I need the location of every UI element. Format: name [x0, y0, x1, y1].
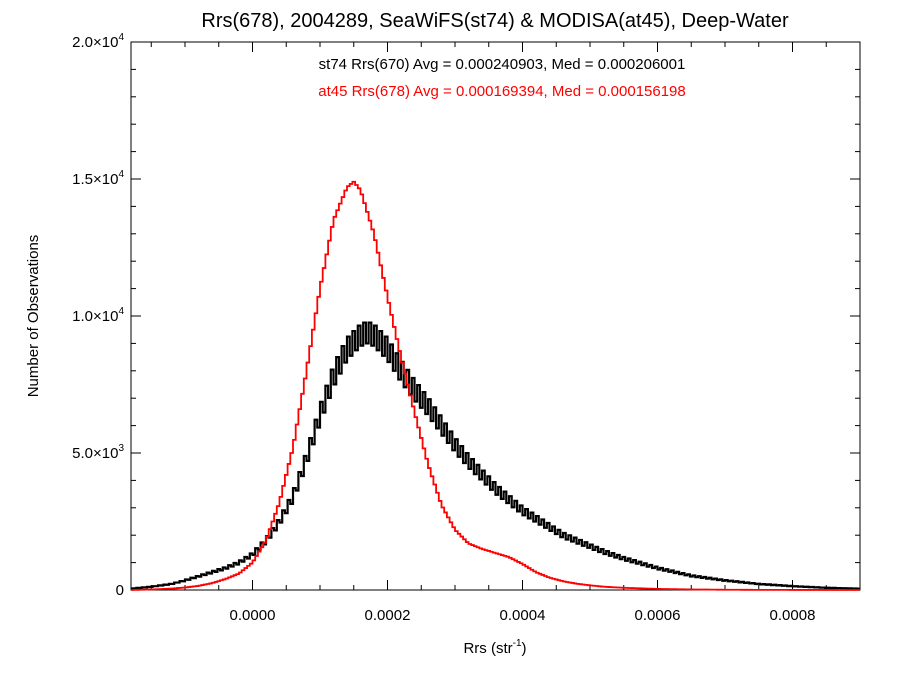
x-tick-label-2: 0.0004	[500, 607, 546, 624]
annotation-at45: at45 Rrs(678) Avg = 0.000169394, Med = 0…	[318, 83, 686, 100]
y-tick-label-3: 1.5×104	[72, 169, 124, 188]
series-layer	[131, 180, 860, 591]
x-tick-label-4: 0.0008	[770, 607, 816, 624]
y-tick-label-0: 0	[116, 582, 124, 599]
x-axis-label-sup: -1	[513, 638, 522, 649]
chart-title: Rrs(678), 2004289, SeaWiFS(st74) & MODIS…	[201, 10, 789, 32]
x-tick-label-1: 0.0002	[365, 607, 411, 624]
series-st74-line	[131, 321, 860, 590]
series-at45-line	[131, 180, 860, 591]
y-axis-label: Number of Observations	[25, 235, 42, 398]
y-axis-ticks: 0 5.0×103 1.0×104 1.5×104 2.0×104	[72, 32, 860, 599]
y-tick-label-2: 1.0×104	[72, 306, 124, 325]
y-tick-label-4: 2.0×104	[72, 32, 124, 51]
x-tick-label-3: 0.0006	[635, 607, 681, 624]
x-tick-label-0: 0.0000	[230, 607, 276, 624]
x-axis-label-main: Rrs (str	[463, 640, 512, 657]
plot-frame	[130, 41, 861, 591]
x-axis-label: Rrs (str-1)	[463, 638, 526, 657]
x-axis-ticks: 0.0000 0.0002 0.0004 0.0006 0.0008	[150, 42, 827, 624]
y-tick-label-1: 5.0×103	[72, 443, 124, 462]
x-axis-label-tail: )	[522, 640, 527, 657]
annotation-st74: st74 Rrs(670) Avg = 0.000240903, Med = 0…	[319, 56, 686, 73]
